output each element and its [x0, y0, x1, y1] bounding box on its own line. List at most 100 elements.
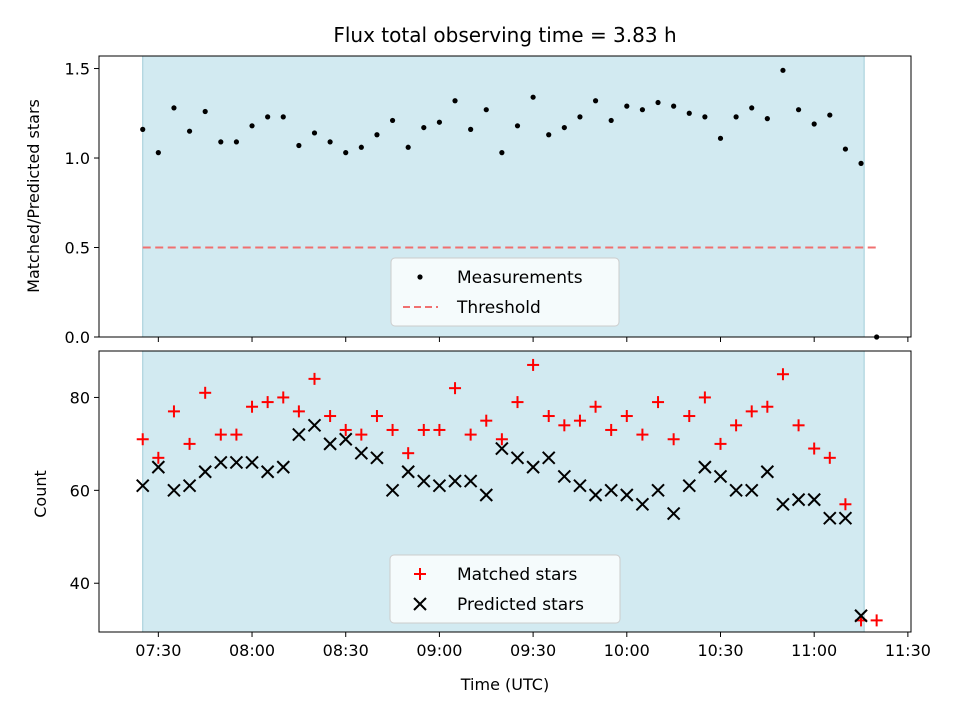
point-0-0-33	[655, 99, 661, 106]
point-1-1-1	[151, 460, 166, 474]
point-1-1-0	[136, 478, 150, 493]
point-1-1-26	[542, 451, 556, 465]
bottom-y-axis-label: Count	[31, 470, 50, 518]
point-1-0-37	[714, 437, 727, 450]
point-1-0-12	[324, 410, 337, 423]
legend-threshold-label: Threshold	[456, 298, 541, 318]
point-1-0-28	[573, 414, 586, 427]
point-0-0-30	[608, 117, 614, 124]
point-0-0-41	[780, 67, 786, 73]
point-1-1-14	[354, 446, 369, 460]
point-0-0-36	[702, 114, 708, 120]
point-1-1-38	[729, 483, 743, 498]
point-1-0-6	[230, 428, 243, 441]
point-1-0-19	[433, 423, 446, 436]
point-1-0-4	[199, 386, 212, 399]
point-0-0-2	[171, 105, 177, 111]
point-1-1-30	[604, 483, 618, 498]
point-1-1-21	[463, 474, 478, 488]
point-1-1-16	[385, 483, 400, 498]
point-1-0-29	[589, 400, 602, 413]
point-1-0-9	[277, 391, 290, 404]
point-1-0-42	[792, 419, 805, 432]
point-0-0-19	[436, 119, 443, 125]
point-1-0-10	[292, 405, 305, 418]
point-1-0-23	[495, 433, 508, 446]
y-tick-label-1-2: 80	[70, 388, 90, 407]
legend-matched-marker	[414, 568, 426, 580]
point-0-0-4	[202, 108, 208, 115]
point-0-0-8	[265, 114, 271, 120]
point-1-0-47	[870, 614, 883, 627]
point-0-0-17	[405, 144, 411, 150]
point-1-1-22	[479, 488, 493, 502]
point-0-0-42	[795, 107, 802, 113]
point-1-0-35	[683, 410, 696, 423]
x-tick-label-0: 07:30	[135, 641, 181, 660]
point-1-0-11	[308, 372, 321, 385]
top-legend: Measurements Threshold	[390, 257, 620, 327]
top-panel: 0.0 0.5 1.0 1.5 Matched/Predicted stars Mea…	[24, 55, 912, 347]
point-1-0-2	[167, 405, 180, 418]
point-0-0-40	[764, 116, 770, 122]
point-1-1-12	[323, 437, 337, 451]
legend-predicted-marker	[413, 597, 427, 611]
point-0-0-15	[374, 132, 380, 138]
point-1-1-19	[432, 478, 447, 493]
point-1-1-18	[417, 474, 431, 488]
point-0-0-1	[155, 150, 161, 156]
x-tick-label-6: 10:30	[697, 641, 743, 660]
point-1-0-14	[355, 428, 368, 441]
point-1-0-1	[152, 451, 165, 464]
legend-measurements-label: Measurements	[457, 268, 583, 288]
point-1-1-28	[573, 478, 587, 493]
point-1-1-37	[713, 469, 728, 484]
point-0-0-22	[483, 107, 489, 113]
x-tick-label-7: 11:00	[791, 641, 837, 660]
bottom-axes-frame	[98, 350, 912, 633]
point-1-1-20	[448, 474, 462, 488]
point-1-0-21	[464, 428, 477, 441]
point-0-0-11	[311, 130, 318, 136]
point-1-1-27	[557, 469, 572, 484]
point-1-1-3	[182, 478, 197, 493]
y-tick-label-0-2: 1.0	[65, 149, 90, 168]
point-1-0-24	[511, 396, 524, 409]
point-1-1-17	[401, 465, 415, 479]
point-0-0-29	[592, 98, 599, 104]
point-1-1-4	[198, 465, 212, 479]
point-0-0-46	[858, 160, 864, 166]
point-1-0-22	[480, 414, 493, 427]
point-1-0-32	[636, 428, 649, 441]
point-1-1-39	[745, 483, 759, 498]
point-1-0-45	[839, 498, 852, 511]
point-1-0-16	[386, 423, 399, 436]
point-0-0-0	[140, 126, 146, 132]
point-1-0-13	[339, 423, 352, 436]
point-1-1-40	[760, 465, 775, 479]
point-1-1-5	[214, 455, 228, 470]
point-0-0-6	[233, 139, 240, 145]
x-tick-label-1: 08:00	[229, 641, 275, 660]
point-0-0-21	[468, 126, 474, 132]
point-0-0-34	[671, 103, 677, 109]
point-1-1-11	[307, 418, 322, 433]
x-tick-label-8: 11:30	[885, 641, 931, 660]
point-0-0-35	[686, 110, 692, 116]
point-0-0-31	[624, 103, 630, 109]
point-0-0-26	[546, 132, 552, 138]
point-1-1-45	[838, 511, 853, 525]
point-1-1-41	[776, 497, 790, 511]
point-0-0-27	[561, 124, 567, 131]
point-1-0-20	[449, 382, 462, 395]
point-1-1-34	[666, 506, 681, 521]
top-axes-frame	[98, 55, 912, 338]
point-1-0-17	[402, 447, 415, 460]
y-tick-label-0-3: 1.5	[65, 60, 90, 79]
legend-measurements-marker	[417, 274, 423, 280]
point-0-0-7	[249, 123, 255, 129]
point-1-0-18	[417, 423, 430, 436]
point-1-1-35	[682, 478, 696, 493]
point-1-0-41	[776, 368, 789, 381]
